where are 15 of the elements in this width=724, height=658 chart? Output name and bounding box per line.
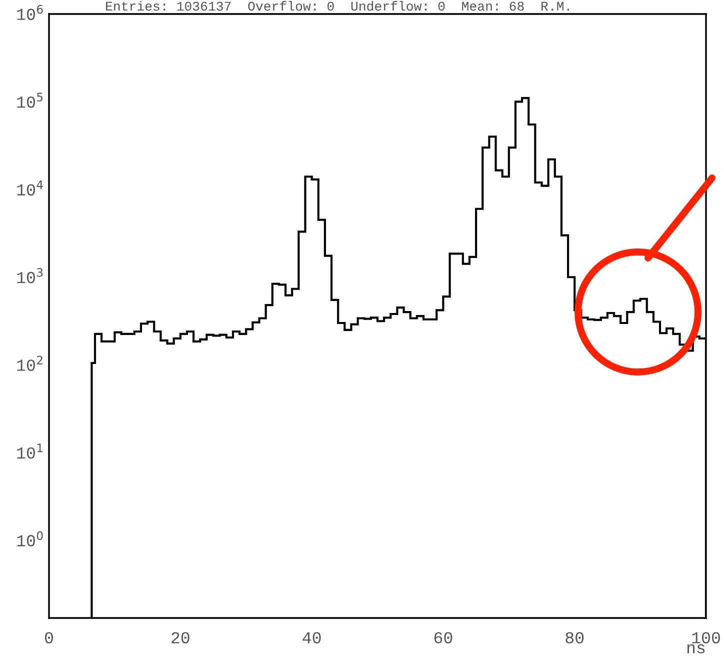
y-tick-label: 10$^{6}$ [17, 4, 43, 20]
x-tick-label: 0 [45, 632, 53, 644]
x-tick-label: 60 [434, 632, 452, 644]
x-tick-label: 100 [692, 632, 720, 644]
y-tick-label: 10$^{5}$ [17, 92, 43, 108]
x-tick-label: 20 [172, 632, 190, 644]
x-axis-title: ns [687, 644, 705, 654]
y-tick-label: 10$^{2}$ [17, 356, 42, 371]
x-tick-label: 80 [566, 632, 584, 644]
y-tick-label: 10$^{3}$ [17, 268, 43, 284]
y-tick-label: 10$^{1}$ [17, 444, 42, 459]
y-tick-label: 10$^{0}$ [17, 531, 43, 546]
y-tick-label: 10$^{4}$ [17, 180, 43, 196]
text: Entries: 1036137 Overflow: 0 Underflow: 0 Mean: 68 R.M. [106, 1, 569, 11]
x-tick-label: 40 [302, 632, 321, 644]
